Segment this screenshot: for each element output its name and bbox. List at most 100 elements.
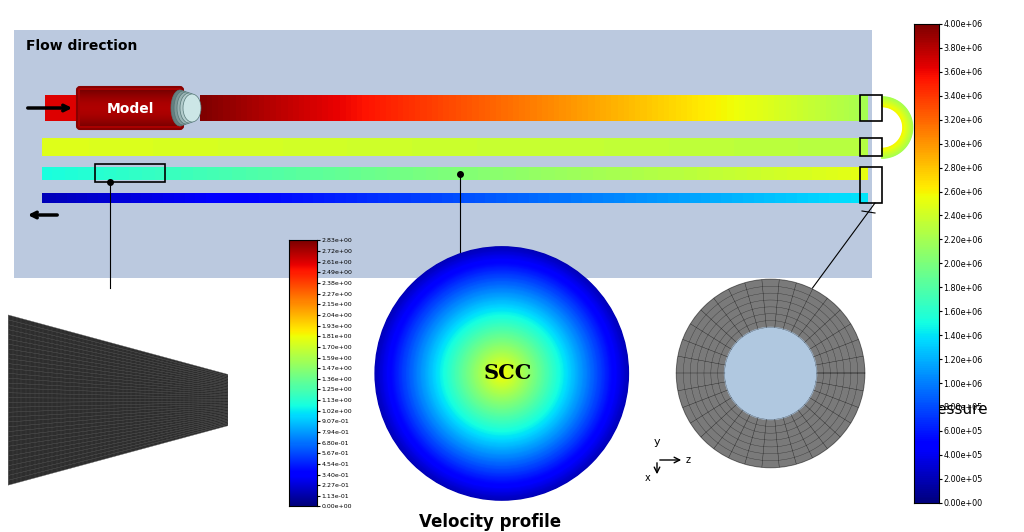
Bar — [526, 167, 528, 180]
Bar — [843, 138, 844, 156]
Bar — [146, 193, 148, 203]
Bar — [640, 138, 642, 156]
Bar — [792, 95, 793, 121]
Bar — [584, 95, 585, 121]
Bar — [602, 167, 603, 180]
Bar — [532, 95, 534, 121]
Bar — [796, 193, 798, 203]
Bar — [379, 95, 381, 121]
Bar — [545, 193, 547, 203]
Circle shape — [396, 268, 607, 479]
Bar — [631, 138, 633, 156]
FancyBboxPatch shape — [77, 87, 183, 129]
Bar — [625, 167, 627, 180]
Bar — [384, 193, 386, 203]
Bar — [633, 95, 634, 121]
Bar — [522, 95, 524, 121]
Bar — [702, 167, 703, 180]
Bar — [299, 138, 301, 156]
Bar — [125, 193, 126, 203]
Bar — [528, 167, 530, 180]
Bar — [813, 138, 815, 156]
Bar — [799, 167, 800, 180]
Bar — [841, 138, 843, 156]
Bar — [612, 193, 614, 203]
Bar — [728, 138, 730, 156]
Bar — [310, 138, 312, 156]
Bar — [160, 167, 162, 180]
Bar — [123, 167, 125, 180]
Bar — [402, 95, 403, 121]
Bar — [394, 95, 396, 121]
Bar — [640, 95, 642, 121]
Bar — [771, 193, 773, 203]
Bar — [70, 167, 72, 180]
Bar — [384, 138, 386, 156]
Bar — [744, 95, 746, 121]
Bar — [292, 193, 294, 203]
Bar — [800, 167, 802, 180]
Bar — [58, 138, 60, 156]
Bar — [480, 138, 482, 156]
Bar — [223, 193, 225, 203]
Bar — [173, 138, 174, 156]
Bar — [636, 95, 637, 121]
Bar — [595, 193, 597, 203]
Bar — [143, 138, 145, 156]
Bar — [575, 138, 578, 156]
Bar — [469, 95, 471, 121]
Bar — [375, 167, 377, 180]
Circle shape — [389, 261, 614, 486]
Bar — [591, 138, 593, 156]
Bar — [618, 193, 620, 203]
Bar — [102, 193, 104, 203]
Bar — [80, 106, 180, 107]
Bar — [419, 138, 421, 156]
Bar — [610, 138, 611, 156]
Bar — [456, 95, 458, 121]
Bar — [325, 95, 326, 121]
Bar — [421, 95, 423, 121]
Bar — [815, 95, 816, 121]
Bar — [759, 95, 761, 121]
Bar — [440, 95, 441, 121]
Bar — [97, 167, 99, 180]
Bar — [204, 167, 206, 180]
Bar — [502, 193, 503, 203]
Bar — [840, 167, 842, 180]
Bar — [179, 193, 181, 203]
Bar — [825, 138, 827, 156]
Bar — [795, 167, 796, 180]
Circle shape — [429, 301, 574, 446]
Bar — [727, 95, 728, 121]
Bar — [574, 138, 575, 156]
Bar — [543, 138, 545, 156]
Bar — [824, 95, 826, 121]
Bar — [383, 95, 385, 121]
Bar — [829, 95, 830, 121]
Bar — [805, 95, 806, 121]
Bar — [344, 193, 346, 203]
Bar — [755, 193, 756, 203]
Bar — [495, 138, 497, 156]
Bar — [322, 95, 323, 121]
Bar — [692, 138, 694, 156]
Bar — [51, 138, 53, 156]
Bar — [286, 95, 287, 121]
Bar — [742, 95, 744, 121]
Bar — [80, 125, 180, 126]
Bar — [768, 138, 770, 156]
Bar — [436, 193, 438, 203]
Bar — [416, 95, 417, 121]
Bar — [715, 95, 717, 121]
Bar — [813, 193, 815, 203]
Bar — [206, 138, 208, 156]
Bar — [59, 193, 61, 203]
Bar — [224, 95, 226, 121]
Bar — [392, 95, 394, 121]
Bar — [211, 167, 213, 180]
Bar — [636, 167, 638, 180]
Bar — [80, 108, 180, 109]
Bar — [793, 95, 795, 121]
Bar — [676, 167, 678, 180]
